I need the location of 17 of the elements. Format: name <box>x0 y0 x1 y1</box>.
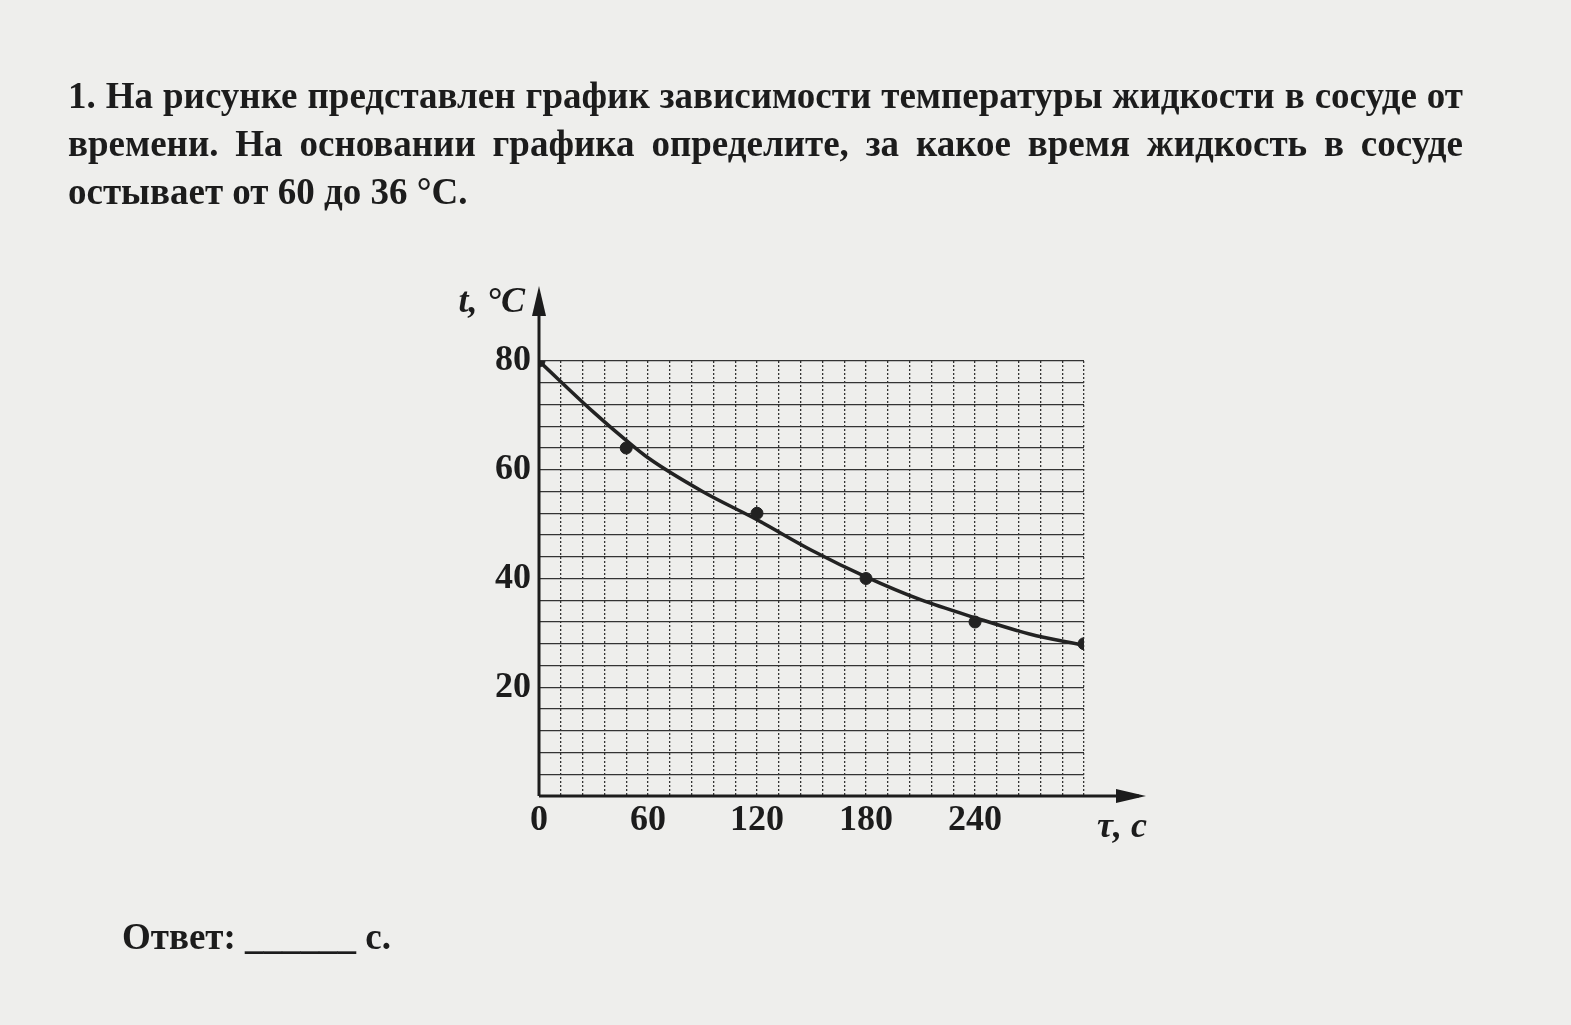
point <box>859 572 873 585</box>
point <box>619 441 633 455</box>
x-tick-label: 120 <box>730 797 784 838</box>
y-tick-label: 80 <box>495 338 531 379</box>
y-tick-label: 40 <box>495 555 531 596</box>
text: Ответ: ______ с. <box>122 915 392 958</box>
x-tick-label: 180 <box>839 797 893 838</box>
point <box>750 506 764 520</box>
point <box>968 615 982 629</box>
x-tick-label: 60 <box>630 797 666 838</box>
y-axis-title: t, °C <box>458 280 526 321</box>
x-tick-label: 240 <box>948 797 1002 838</box>
x-axis-title: τ, с <box>1097 805 1147 846</box>
x-tick-label: 0 <box>530 797 548 838</box>
y-tick-label: 60 <box>495 447 531 488</box>
y-tick-label: 20 <box>495 664 531 705</box>
chart-title: 1. На рисунке представлен график зависимости температуры жидкости в сосуде от времени. На основании графика определите, за какое время жидкость в сосуде остывает от 60 до 36 °C. <box>68 74 1463 214</box>
